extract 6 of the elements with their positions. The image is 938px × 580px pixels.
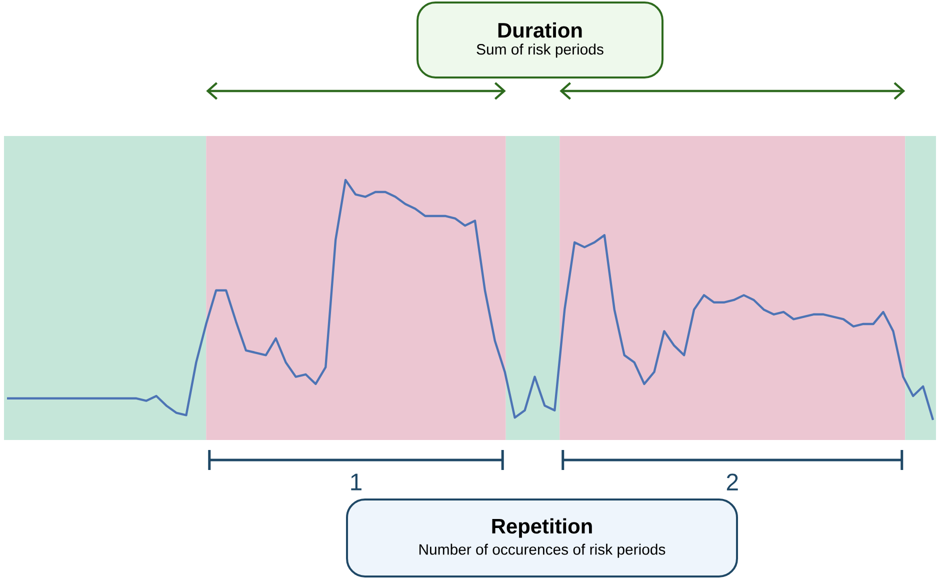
text: Number of occurences of risk periods [419, 544, 666, 558]
text: Repetition [492, 518, 592, 538]
text: 2 [726, 474, 738, 490]
text: Sum of risk periods [476, 44, 604, 58]
text: 1 [351, 474, 362, 490]
text: Duration [498, 22, 582, 38]
